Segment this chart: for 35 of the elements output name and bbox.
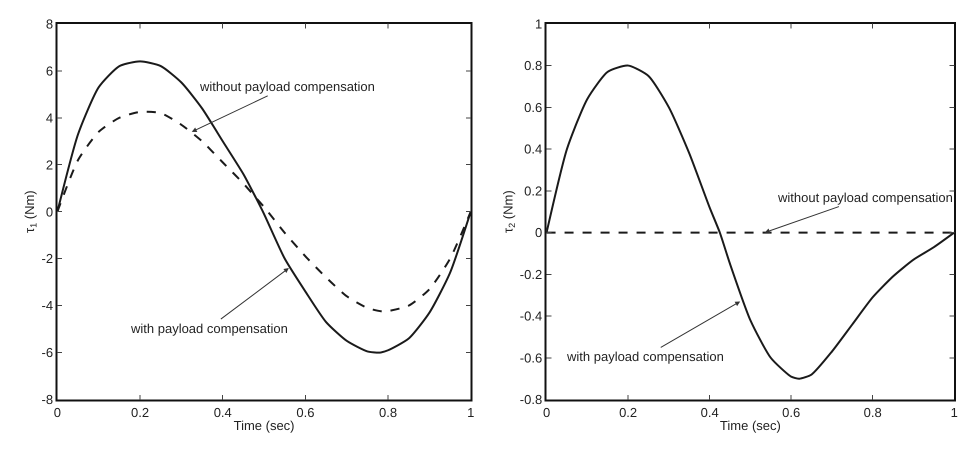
x-tick-label: 0.2 xyxy=(619,404,638,420)
annotation: with payload compensation xyxy=(130,321,288,336)
x-tick-label: 0.8 xyxy=(864,404,882,420)
x-axis-title: Time (sec) xyxy=(720,418,781,434)
y-tick-label: 0.8 xyxy=(524,58,542,74)
y-tick-label: 1 xyxy=(534,16,542,32)
y-tick-label: 8 xyxy=(46,16,54,32)
x-tick-label: 1 xyxy=(467,404,474,420)
y-tick-label: -4 xyxy=(41,298,54,314)
y-tick-label: 0.2 xyxy=(524,183,542,198)
y-tick-label: -0.2 xyxy=(520,266,542,282)
annotation: without payload compensation xyxy=(199,79,375,94)
x-tick-label: 0.6 xyxy=(782,404,800,420)
y-tick-label: 0.4 xyxy=(524,142,542,157)
y-tick-label: 6 xyxy=(46,63,54,78)
annotation: with payload compensation xyxy=(566,349,724,364)
y-tick-label: 2 xyxy=(46,157,54,172)
y-tick-label: -8 xyxy=(41,392,54,408)
x-tick-label: 0.4 xyxy=(214,404,232,420)
y-tick-label: -2 xyxy=(41,251,54,266)
x-tick-label: 0.2 xyxy=(131,404,150,420)
y-tick-label: -0.8 xyxy=(520,392,542,408)
y-tick-label: 0 xyxy=(46,204,54,220)
annotation: without payload compensation xyxy=(777,190,953,205)
y-tick-label: 4 xyxy=(46,110,54,126)
x-tick-label: 0.6 xyxy=(296,404,314,420)
x-axis-title: Time (sec) xyxy=(234,418,295,434)
y-tick-label: 0 xyxy=(534,225,542,240)
y-tick-label: -0.4 xyxy=(520,308,542,324)
y-tick-label: 0.6 xyxy=(524,100,542,115)
y-tick-label: -0.6 xyxy=(520,350,542,366)
x-tick-label: 0.8 xyxy=(379,404,398,420)
y-tick-label: -6 xyxy=(41,345,54,360)
x-tick-label: 0.4 xyxy=(700,404,719,420)
x-tick-label: 1 xyxy=(950,404,958,420)
